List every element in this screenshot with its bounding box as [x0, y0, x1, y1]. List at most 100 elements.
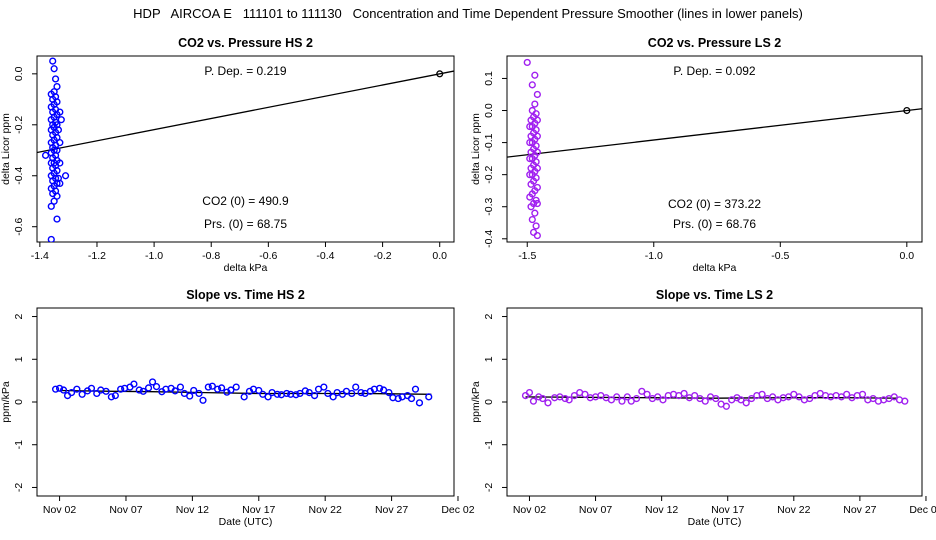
data-point — [130, 380, 138, 388]
data-point — [806, 394, 814, 403]
annotation-text: Prs. (0) = 68.75 — [204, 217, 287, 231]
figure-title: HDP AIRCOA E 111101 to 111130 Concentrat… — [133, 6, 803, 21]
data-point — [795, 393, 803, 401]
data-point — [204, 383, 212, 391]
data-point — [50, 65, 58, 73]
smoother-line — [525, 396, 897, 399]
x-axis-label: delta kPa — [693, 262, 737, 274]
x-axis-label: Date (UTC) — [219, 516, 273, 528]
annotation-text: CO2 (0) = 490.9 — [202, 194, 289, 208]
data-point — [680, 389, 688, 398]
chart-title: CO2 vs. Pressure LS 2 — [648, 36, 781, 50]
y-tick-label: 0.1 — [483, 71, 495, 86]
data-point — [535, 393, 543, 401]
y-axis-label: ppm/kPa — [0, 381, 12, 423]
data-point — [232, 383, 240, 391]
data-point — [533, 199, 541, 208]
x-tick-label: Nov 17 — [242, 504, 275, 516]
y-tick-label: 1 — [483, 356, 495, 362]
y-axis-label: delta Licor ppm — [0, 113, 12, 185]
data-point — [310, 391, 319, 400]
slope-time-ls2-data — [521, 387, 909, 410]
data-point — [41, 151, 50, 159]
plot-frame — [506, 55, 923, 243]
x-tick-label: Nov 22 — [777, 504, 810, 516]
data-point — [56, 179, 64, 187]
data-point — [51, 385, 60, 393]
data-point — [47, 202, 55, 210]
data-point — [217, 384, 226, 392]
y-tick-label: 0 — [13, 399, 25, 405]
data-point — [148, 378, 157, 386]
slope-time-ls2-panel: Slope vs. Time LS 2 Nov 02 Nov 07 Nov 12 Nov… — [470, 288, 936, 528]
data-point — [144, 384, 153, 392]
data-point — [47, 235, 55, 242]
data-point — [712, 394, 720, 403]
data-point — [618, 397, 626, 405]
data-point — [55, 384, 64, 392]
slope-time-hs2-panel: Slope vs. Time HS 2 Nov 02 Nov 07 Nov 12 Nov… — [0, 288, 475, 528]
x-tick-label: -1.4 — [31, 250, 49, 262]
x-tick-label: -1.5 — [518, 250, 536, 262]
data-point — [531, 209, 539, 217]
data-point — [51, 75, 60, 83]
data-point — [722, 402, 730, 410]
data-point — [425, 393, 433, 401]
data-point — [273, 390, 281, 398]
x-tick-label: 0.0 — [432, 250, 447, 262]
data-point — [227, 386, 235, 394]
x-tick-label: 0.0 — [900, 250, 915, 262]
data-point — [53, 215, 61, 223]
data-point — [190, 386, 198, 395]
slope-time-hs2-data — [51, 378, 433, 407]
data-point — [348, 389, 356, 398]
x-tick-label: -1.2 — [88, 250, 106, 262]
data-point — [199, 396, 207, 404]
data-point — [59, 386, 68, 394]
data-point — [301, 387, 309, 395]
data-point — [533, 90, 541, 99]
data-point — [407, 394, 416, 403]
x-tick-label: Nov 27 — [843, 504, 876, 516]
data-point — [742, 399, 750, 407]
data-point — [531, 100, 539, 108]
chart-title: CO2 vs. Pressure HS 2 — [178, 36, 313, 50]
plot-frame — [506, 307, 923, 497]
y-tick-label: -0.1 — [483, 133, 495, 151]
y-tick-label: -0.4 — [13, 167, 25, 185]
x-tick-label: Nov 12 — [645, 504, 678, 516]
data-point — [654, 393, 662, 401]
data-point — [570, 391, 579, 400]
chart-title: Slope vs. Time LS 2 — [656, 288, 773, 302]
data-point — [531, 71, 539, 79]
x-tick-label: -0.4 — [316, 250, 334, 262]
data-point — [111, 391, 119, 400]
data-point — [843, 390, 851, 398]
data-point — [357, 389, 365, 397]
data-point — [176, 383, 185, 391]
annotation-text: CO2 (0) = 373.22 — [668, 197, 761, 211]
data-point — [376, 384, 384, 392]
y-tick-label: -0.3 — [483, 198, 495, 216]
data-point — [415, 399, 424, 407]
x-tick-label: -1.0 — [645, 250, 663, 262]
data-point — [53, 192, 61, 200]
data-point — [539, 394, 547, 403]
data-point — [769, 393, 777, 401]
data-point — [394, 394, 402, 403]
data-point — [527, 180, 535, 188]
data-point — [529, 397, 538, 405]
x-tick-label: -0.8 — [202, 250, 220, 262]
x-tick-label: Nov 22 — [309, 504, 342, 516]
data-point — [527, 203, 535, 211]
x-tick-label: Dec 02 — [909, 504, 936, 516]
data-point — [385, 389, 393, 397]
data-point — [352, 383, 360, 391]
x-tick-label: Nov 07 — [109, 504, 142, 516]
data-point — [305, 389, 313, 397]
x-tick-label: Nov 12 — [176, 504, 209, 516]
data-point — [526, 122, 534, 131]
y-tick-label: -0.2 — [13, 116, 25, 134]
data-point — [171, 387, 179, 395]
